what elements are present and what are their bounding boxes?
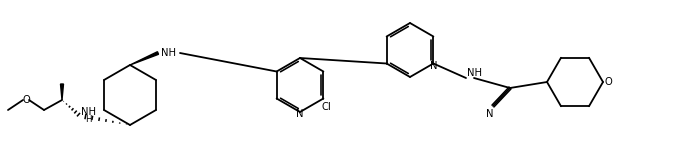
Text: O: O bbox=[604, 77, 612, 87]
Text: N: N bbox=[430, 61, 437, 71]
Text: N: N bbox=[296, 109, 304, 119]
Polygon shape bbox=[61, 84, 63, 100]
Text: Cl: Cl bbox=[322, 102, 331, 112]
Text: O: O bbox=[22, 95, 30, 105]
Polygon shape bbox=[130, 52, 158, 65]
Text: H: H bbox=[85, 115, 91, 124]
Text: NH: NH bbox=[466, 68, 481, 78]
Text: NH: NH bbox=[160, 48, 175, 58]
Text: N: N bbox=[486, 109, 494, 119]
Text: NH: NH bbox=[80, 107, 95, 117]
